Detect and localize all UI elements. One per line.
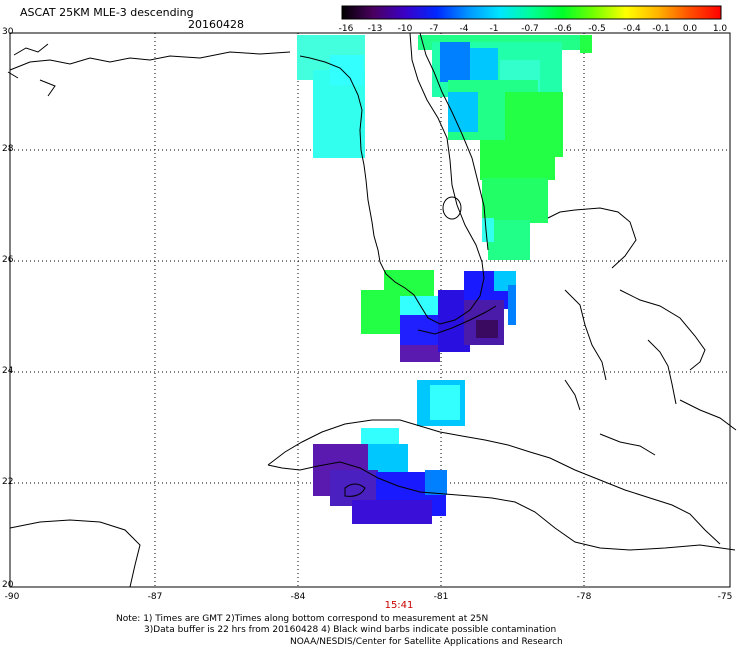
colorbar-label: 0.0 bbox=[682, 24, 698, 34]
lat-tick: 24 bbox=[2, 366, 14, 376]
colorbar-label: 1.0 bbox=[712, 24, 728, 34]
lat-tick: 20 bbox=[2, 580, 14, 590]
wind-swath-data bbox=[297, 35, 592, 524]
colorbar-gradient bbox=[341, 5, 722, 20]
lat-tick: 26 bbox=[2, 255, 14, 265]
colorbar-label: -4 bbox=[459, 24, 469, 34]
colorbar bbox=[341, 5, 722, 20]
colorbar-label: -0.1 bbox=[652, 24, 670, 34]
credit-line: NOAA/NESDIS/Center for Satellite Applica… bbox=[290, 637, 563, 647]
colorbar-label: -0.6 bbox=[554, 24, 572, 34]
colorbar-label: -13 bbox=[367, 24, 383, 34]
coastlines bbox=[7, 32, 737, 588]
colorbar-label: -1 bbox=[489, 24, 499, 34]
colorbar-label: -0.7 bbox=[521, 24, 539, 34]
plot-frame bbox=[9, 32, 731, 588]
lon-tick: -78 bbox=[576, 592, 592, 602]
lon-tick: -75 bbox=[717, 592, 733, 602]
note-line-1: Note: 1) Times are GMT 2)Times along bot… bbox=[116, 614, 489, 624]
pass-time: 15:41 bbox=[384, 600, 414, 611]
map-title: ASCAT 25KM MLE-3 descending bbox=[20, 6, 194, 19]
lon-tick: -84 bbox=[290, 592, 306, 602]
note-line-2: 3)Data buffer is 22 hrs from 20160428 4)… bbox=[144, 625, 557, 635]
lon-tick: -87 bbox=[147, 592, 163, 602]
map-date: 20160428 bbox=[188, 18, 244, 31]
colorbar-label: -0.5 bbox=[588, 24, 606, 34]
lon-tick: -90 bbox=[4, 592, 20, 602]
lat-tick: 30 bbox=[2, 27, 14, 37]
lat-tick: 28 bbox=[2, 144, 14, 154]
colorbar-label: -10 bbox=[397, 24, 413, 34]
lat-tick: 22 bbox=[2, 477, 14, 487]
colorbar-label: -7 bbox=[429, 24, 439, 34]
colorbar-label: -0.4 bbox=[623, 24, 641, 34]
colorbar-label: -16 bbox=[338, 24, 354, 34]
lon-tick: -81 bbox=[433, 592, 449, 602]
